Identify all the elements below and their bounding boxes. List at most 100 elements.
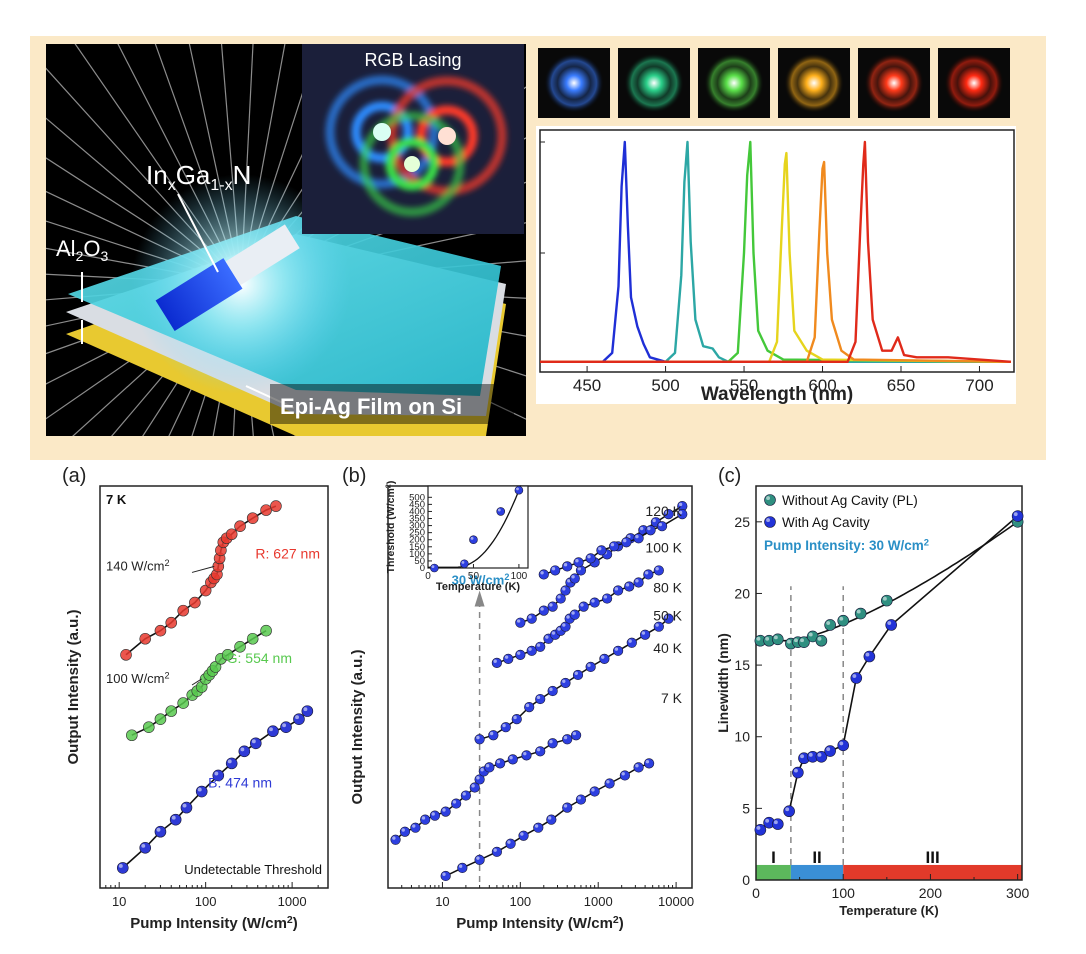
panel-c-x-tick-label: 200 [919, 885, 943, 901]
spectrum-line-514 [540, 140, 1011, 364]
panel-b-point [440, 806, 451, 817]
panel-b-inset-point-body [460, 559, 469, 569]
panel-c-region-label: II [812, 848, 821, 867]
panel-a-point-highlight [182, 803, 187, 808]
panel-b-inset-point-highlight [497, 508, 501, 512]
rgb-lasing-title: RGB Lasing [364, 50, 461, 70]
panel-b-point-highlight [523, 751, 527, 756]
panel-b-inset-y-tick-label: 100 [409, 549, 425, 560]
panel-c-point-pl-highlight [839, 616, 844, 621]
panel-a-point-body [267, 725, 279, 738]
panel-b-point [500, 722, 511, 733]
panel-b-point-body [420, 814, 431, 825]
panel-b-point [505, 838, 516, 849]
panel-a-point [238, 745, 251, 758]
panel-c-point-cavity [815, 750, 828, 763]
panel-b-point-highlight [580, 603, 584, 607]
panel-c-region-label: III [926, 848, 940, 867]
panel-b-point [633, 533, 644, 544]
panel-b-point [457, 862, 468, 874]
panel-b-y-axis-label: Output Intensity (a.u.) [349, 650, 366, 805]
panel-c-legend-marker-pl-body [764, 494, 776, 506]
panel-c-point-pl [837, 614, 850, 627]
panel-b-inset-point [514, 485, 524, 495]
ingan-pointer [177, 193, 219, 273]
panel-a-point [189, 596, 201, 609]
spectrum-x-tick-label: 450 [573, 376, 601, 395]
panel-b-inset-point-body [496, 507, 506, 516]
panel-b-point-body [524, 702, 535, 713]
panel-b-point-highlight [577, 567, 581, 571]
panel-c-point-cavity [850, 672, 863, 684]
panel-b-point-body [547, 738, 558, 749]
film-pointer [245, 385, 295, 409]
panel-b-point-highlight [610, 542, 615, 547]
panel-b-point [474, 774, 485, 785]
panel-a-point-highlight [141, 843, 146, 848]
panel-b-point-body [569, 609, 580, 620]
panel-c-y-axis-label: Linewidth (nm) [715, 633, 731, 733]
panel-b-point-highlight [635, 764, 639, 768]
panel-a-label: (a) [62, 465, 86, 487]
panel-b-point [569, 609, 580, 620]
panel-a-frame [99, 485, 329, 889]
panel-b-point-highlight [647, 526, 651, 531]
panel-b-point [573, 557, 584, 568]
nanorod-illustration: InxGa1-xN Al2O3 Epi-Ag Film on Si [46, 44, 526, 436]
panel-b-point [555, 593, 566, 604]
panel-b-point [560, 585, 571, 596]
panel-b-inset-point [469, 535, 478, 545]
panel-b-point-body [633, 762, 644, 773]
panel-b-point-body [570, 730, 582, 741]
panel-a-point-body [280, 721, 292, 734]
panel-c-legend-label-pl: Without Ag Cavity (PL) [782, 493, 918, 508]
panel-c-point-pl-body [824, 619, 836, 631]
panel-b-point-highlight [575, 559, 579, 563]
panel-b-point-highlight [549, 687, 553, 692]
panel-b-point-body [495, 758, 506, 769]
panel-a-point-highlight [197, 787, 202, 792]
panel-c-x-axis-label: Temperature (K) [839, 903, 938, 918]
panel-b-point [624, 581, 635, 592]
panel-b-point-body [550, 565, 561, 576]
panel-b-point-body [410, 822, 421, 833]
panel-b-point-highlight [635, 534, 639, 539]
panel-c-label: (c) [718, 465, 741, 487]
panel-b-point-highlight [665, 615, 669, 619]
panel-b-point-body [633, 533, 644, 544]
panel-b-point-body [535, 693, 546, 705]
panel-b-point-body [643, 758, 655, 769]
panel-b-point-highlight [591, 788, 595, 792]
panel-c-point-cavity-highlight [773, 820, 778, 825]
panel-a-point [221, 649, 234, 661]
panel-a-point-body [238, 745, 251, 758]
panel-b-point [663, 509, 674, 520]
panel-c-legend-label-cavity: With Ag Cavity [782, 515, 870, 530]
panel-a-point [177, 604, 190, 617]
panel-c-point-pl [754, 634, 767, 647]
panel-a-red-label: R: 627 nm [255, 545, 320, 561]
panel-a-point [301, 705, 314, 717]
panel-b-x-tick-label: 100 [509, 894, 531, 909]
panel-c-y-tick-label: 0 [742, 872, 750, 888]
panel-a-point [260, 504, 272, 516]
panel-b-point [589, 786, 600, 797]
panel-b-point-highlight [493, 848, 497, 852]
panel-b-point [390, 834, 401, 845]
panel-c-point-cavity-highlight [852, 674, 857, 678]
panel-b-point [572, 669, 584, 681]
panel-b-point-highlight [587, 663, 591, 667]
panel-a-point-highlight [303, 707, 308, 712]
panel-b-point-highlight [485, 764, 490, 768]
panel-b-point-body [460, 790, 471, 801]
panel-b-threshold-arrow [474, 590, 485, 607]
panel-c-point-cavity-highlight [887, 621, 892, 625]
panel-b-point-body [491, 846, 502, 857]
panel-b-point [535, 641, 546, 652]
panel-a-point-body [139, 841, 152, 854]
panel-c-point-pl [798, 636, 810, 648]
panel-b-point-highlight [562, 587, 566, 591]
panel-a-point [209, 661, 222, 673]
panel-b-point-highlight [496, 760, 501, 764]
